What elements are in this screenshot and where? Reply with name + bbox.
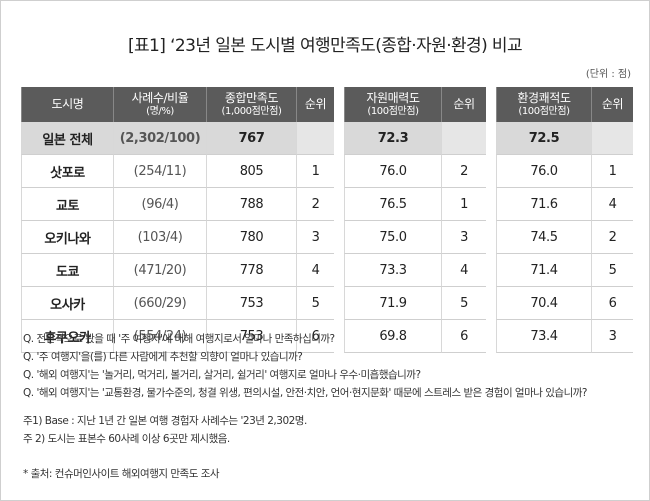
table-cell: (471/20) [113, 254, 206, 287]
header-text: 사례수/비율 [131, 90, 189, 105]
header-text: (1,000점만점) [221, 105, 282, 117]
header-cell: 환경쾌적도 (100점만점) [496, 87, 591, 122]
table-cell: 70.4 [496, 287, 591, 320]
note: Q. '해외 여행지'는 '교통환경, 물가수준의, 청결 위생, 편의시설, … [23, 387, 587, 399]
header-text: 순위 [601, 97, 624, 111]
table-cell: 4 [296, 254, 334, 287]
header-text: (100점만점) [367, 105, 419, 117]
table-cell: (103/4) [113, 221, 206, 254]
table-cell: (554/24) [113, 320, 206, 353]
header-text: 종합만족도 [224, 90, 279, 105]
header-cell: 사례수/비율 (명/%) [113, 87, 206, 122]
table-cell: (254/11) [113, 155, 206, 188]
table-cell: 1 [591, 155, 633, 188]
header-text: 순위 [453, 97, 475, 111]
table-cell: 6 [591, 287, 633, 320]
table-cell: 오키나와 [21, 221, 113, 254]
table-cell: 72.3 [344, 122, 441, 155]
table-cell: 2 [296, 188, 334, 221]
table-cell: 76.5 [344, 188, 441, 221]
table-cell: 6 [441, 320, 486, 353]
header-text: 자원매력도 [366, 90, 420, 105]
header-text: (명/%) [146, 105, 174, 117]
table-cell: 5 [591, 254, 633, 287]
table-cell [441, 122, 486, 155]
header-text: 순위 [304, 97, 327, 111]
footnote: 주 2) 도시는 표본수 60사례 이상 6곳만 제시했음. [23, 433, 230, 445]
table-cell: 5 [296, 287, 334, 320]
table-cell: 1 [441, 188, 486, 221]
header-cell: 순위 [591, 87, 633, 122]
header-text: 도시명 [51, 97, 84, 111]
table-cell [591, 122, 633, 155]
table-cell: 74.5 [496, 221, 591, 254]
table-cell: 2 [441, 155, 486, 188]
header-cell: 순위 [441, 87, 486, 122]
table-cell: 오사카 [21, 287, 113, 320]
table-cell: 72.5 [496, 122, 591, 155]
table-cell [296, 122, 334, 155]
table-cell: (96/4) [113, 188, 206, 221]
table-cell: 767 [206, 122, 296, 155]
table-cell: 3 [591, 320, 633, 353]
table-cell: 73.3 [344, 254, 441, 287]
table-cell: 교토 [21, 188, 113, 221]
table-cell: 75.0 [344, 221, 441, 254]
table-cell: 69.8 [344, 320, 441, 353]
table-cell: 780 [206, 221, 296, 254]
note: Q. '해외 여행지'는 '놀거리, 먹거리, 볼거리, 살거리, 쉴거리' 여… [23, 369, 421, 381]
table-cell: 후쿠오카 [21, 320, 113, 353]
note: Q. '주 여행지'을(를) 다른 사람에게 추천할 의향이 얼마나 있습니까? [23, 351, 303, 363]
header-text: 환경쾌적도 [517, 90, 571, 105]
table-cell: 788 [206, 188, 296, 221]
table-cell: 753 [206, 287, 296, 320]
table-cell: 4 [441, 254, 486, 287]
table-cell: 도쿄 [21, 254, 113, 287]
table-cell: 3 [441, 221, 486, 254]
note: Q. 전반적으로 봤을 때 '주 여행지'에 대해 여행지로서 얼마나 만족하십… [23, 333, 335, 345]
header-cell: 자원매력도 (100점만점) [344, 87, 441, 122]
table-cell: 76.0 [344, 155, 441, 188]
table-cell: 1 [296, 155, 334, 188]
header-text: (100점만점) [518, 105, 570, 117]
table-cell: 778 [206, 254, 296, 287]
header-cell: 종합만족도 (1,000점만점) [206, 87, 296, 122]
table-cell: 4 [591, 188, 633, 221]
table-cell: 71.9 [344, 287, 441, 320]
title: [표1] ‘23년 일본 도시별 여행만족도(종합·자원·환경) 비교 [127, 36, 523, 56]
table-cell: 73.4 [496, 320, 591, 353]
table-cell: 3 [296, 221, 334, 254]
table-cell: 76.0 [496, 155, 591, 188]
source: * 출처: 컨슈머인사이트 해외여행지 만족도 조사 [23, 468, 220, 480]
table-cell: 일본 전체 [21, 122, 113, 155]
table-cell: 6 [296, 320, 334, 353]
table-cell: 삿포로 [21, 155, 113, 188]
footnote: 주1) Base : 지난 1년 간 일본 여행 경험자 사례수는 '23년 2… [23, 415, 307, 427]
table-cell: 753 [206, 320, 296, 353]
table-cell: 71.4 [496, 254, 591, 287]
table-cell: 71.6 [496, 188, 591, 221]
table-cell: (2,302/100) [113, 122, 206, 155]
table-cell: (660/29) [113, 287, 206, 320]
unit: (단위 : 점) [585, 69, 631, 80]
table-cell: 2 [591, 221, 633, 254]
table-cell: 5 [441, 287, 486, 320]
header-cell: 도시명 [21, 87, 113, 122]
header-cell: 순위 [296, 87, 334, 122]
table-cell: 805 [206, 155, 296, 188]
